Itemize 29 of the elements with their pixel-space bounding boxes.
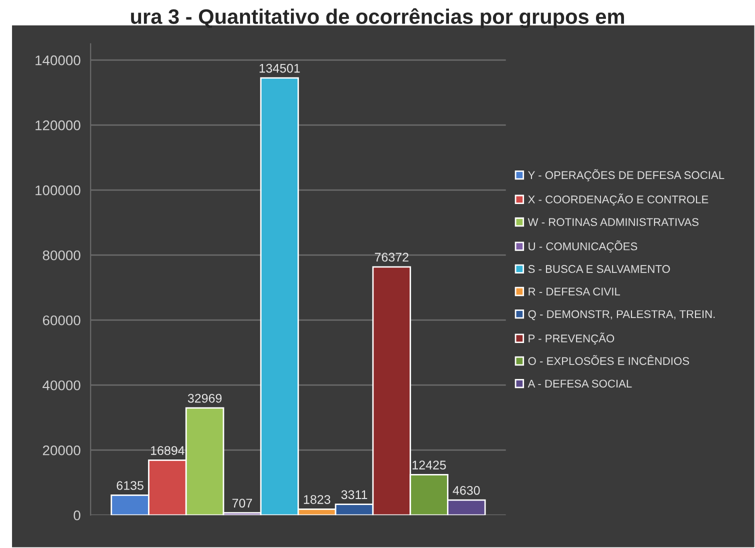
y-tick-label: 140000 — [36, 55, 80, 66]
legend-label: R - DEFESA CIVIL — [528, 288, 620, 296]
legend-label: O - EXPLOSÕES E INCÊNDIOS — [528, 355, 690, 365]
data-label: 3311 — [341, 490, 368, 500]
data-label: 16894 — [150, 446, 184, 455]
data-label: 76372 — [374, 252, 408, 262]
legend-label: S - BUSCA E SALVAMENTO — [528, 265, 670, 273]
legend-label: Q - DEMONSTR, PALESTRA, TREIN. — [528, 310, 715, 320]
data-label: 32969 — [188, 394, 222, 403]
legend-label: W - ROTINAS ADMINISTRATIVAS — [528, 218, 698, 226]
y-tick-label: 40000 — [42, 380, 80, 390]
y-tick-label: 80000 — [42, 250, 80, 260]
data-label: 1823 — [304, 495, 330, 504]
legend-label: U - COMUNICAÇÕES — [528, 240, 638, 253]
legend-label: Y - OPERAÇÕES DE DEFESA SOCIAL — [528, 169, 724, 182]
legend-label: X - COORDENAÇÃO E CONTROLE — [528, 194, 708, 206]
legend-label: P - PREVENÇÃO — [528, 332, 614, 345]
data-label: 4630 — [452, 486, 480, 495]
y-tick-label: 120000 — [36, 120, 80, 130]
y-tick-label: 0 — [74, 510, 80, 520]
chart-title: ura 3 - Quantitativo de ocorrências por grupos em — [131, 8, 624, 28]
data-label: 12425 — [412, 460, 446, 470]
legend-label: A - DEFESA SOCIAL — [528, 380, 632, 388]
data-label: 707 — [232, 498, 252, 508]
data-label: 6135 — [116, 481, 144, 490]
y-tick-label: 60000 — [42, 315, 80, 326]
y-tick-label: 20000 — [42, 445, 80, 456]
data-label: 134501 — [260, 64, 300, 73]
y-tick-label: 100000 — [36, 185, 80, 196]
